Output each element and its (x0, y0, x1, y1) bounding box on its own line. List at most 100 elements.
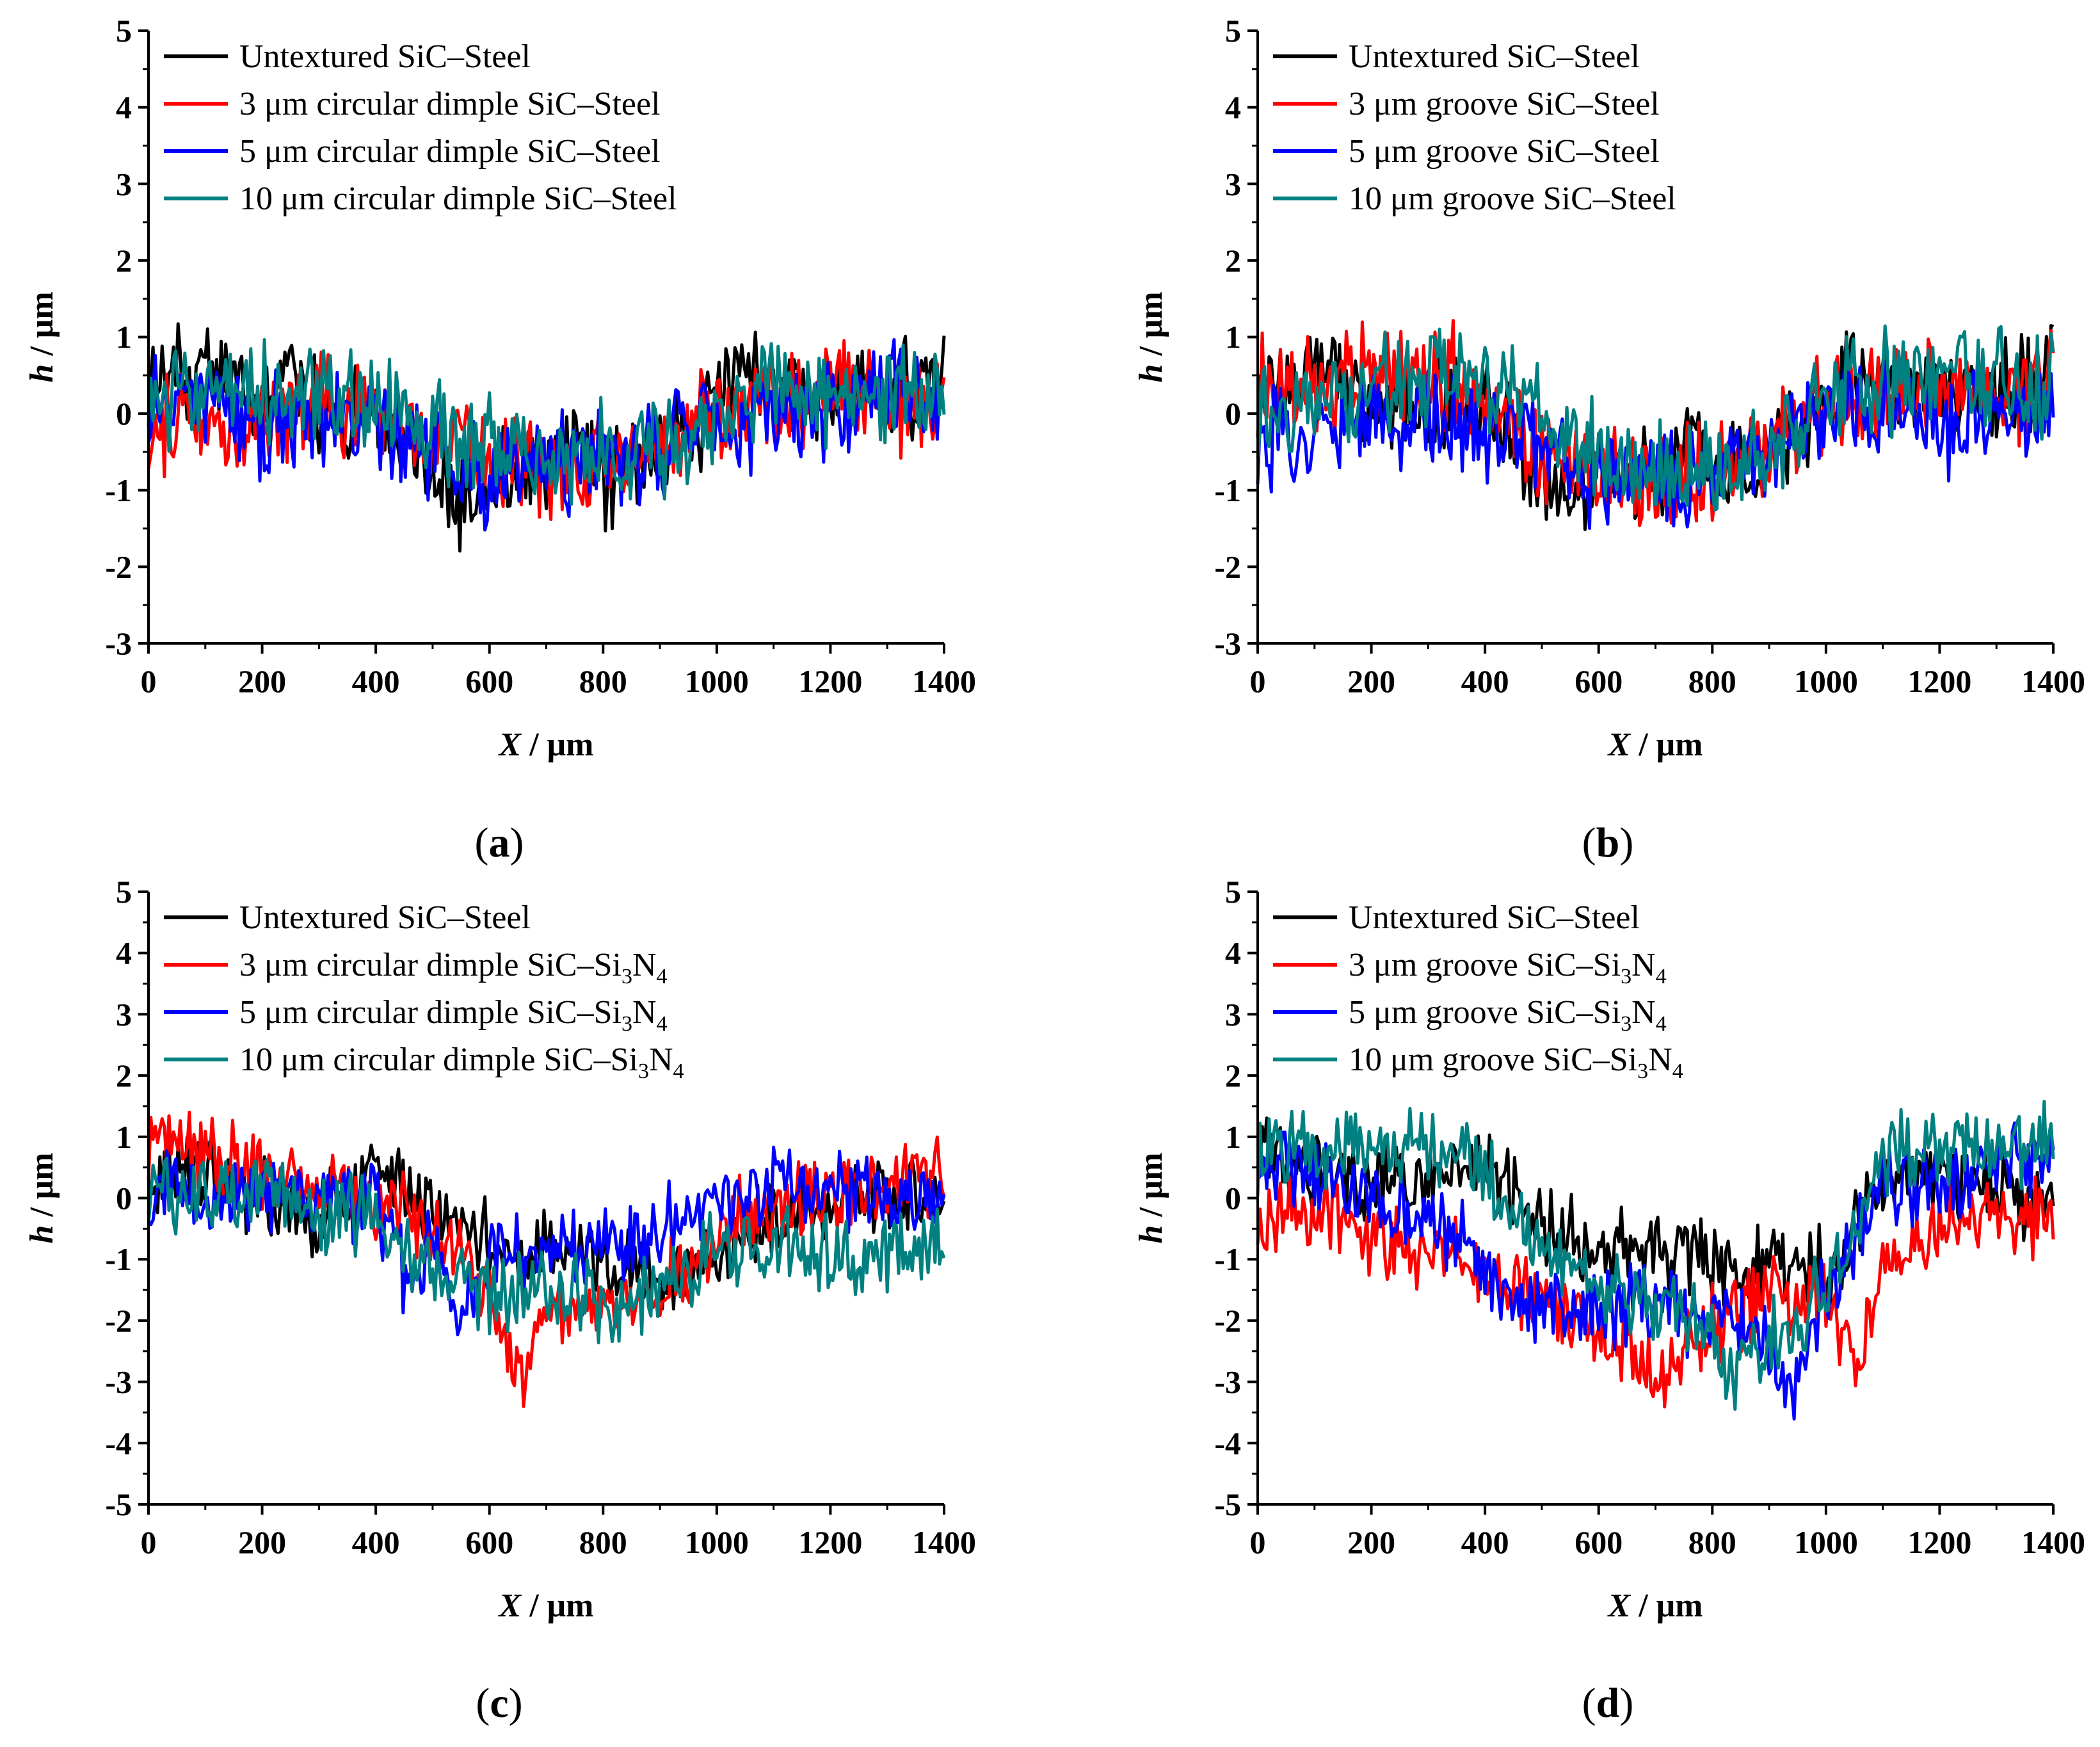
x-tick-label: 600 (1575, 1524, 1623, 1560)
legend: Untextured SiC–Steel 3 μm groove SiC–Si3N… (1273, 899, 1683, 1083)
y-tick-label: 3 (116, 166, 132, 202)
x-axis-label-var: X (498, 727, 522, 763)
y-tick-label: -1 (105, 1241, 132, 1277)
y-axis-label-unit: / μm (24, 1152, 60, 1225)
y-tick-label: -3 (1214, 625, 1241, 661)
panel-caption: (d) (1582, 1680, 1634, 1727)
legend-label-ten_um: 10 μm groove SiC–Si3N4 (1349, 1042, 1683, 1083)
series-line-three_um (1256, 1173, 2055, 1409)
x-tick-label: 200 (1347, 1524, 1395, 1560)
legend-label-untextured: Untextured SiC–Steel (239, 38, 531, 75)
x-axis-label-unit: / μm (1630, 727, 1703, 763)
x-axis-label-unit: / μm (521, 1588, 593, 1624)
legend-label-ten_um: 10 μm groove SiC–Steel (1349, 181, 1676, 217)
chart-panel-a: 0 200 400 600 800 1000 1200 1400 -3 -2 -1 0 1 2 3 4 5 X /… (24, 13, 976, 866)
legend-label-three_um: 3 μm circular dimple SiC–Steel (239, 86, 661, 122)
series-line-untextured (1256, 1116, 2055, 1307)
chart-panel-d: 0 200 400 600 800 1000 1200 1400 -5 -4 -3 -2 -1 0 1 2 3 4… (1133, 874, 2085, 1727)
x-tick-label: 0 (141, 1524, 157, 1560)
x-tick-label: 1000 (1794, 663, 1858, 699)
panel-caption: (c) (476, 1680, 522, 1727)
y-tick-label: 2 (1225, 243, 1241, 278)
y-axis-label-var: h (24, 1225, 60, 1244)
chart-panel-c: 0 200 400 600 800 1000 1200 1400 -5 -4 -3 -2 -1 0 1 2 3 4… (24, 874, 976, 1727)
x-tick-label: 0 (141, 663, 157, 699)
x-tick-label: 1400 (912, 1524, 976, 1560)
series-line-ten_um (1256, 1100, 2055, 1411)
y-tick-label: 2 (1225, 1058, 1241, 1093)
x-tick-label: 200 (238, 1524, 286, 1560)
y-tick-label: 1 (116, 319, 132, 355)
y-tick-label: -1 (1214, 472, 1241, 508)
legend-label-untextured: Untextured SiC–Steel (1349, 899, 1640, 936)
x-tick-label: 800 (1688, 663, 1736, 699)
y-tick-label: -5 (105, 1486, 132, 1522)
y-axis-label-unit: / μm (1133, 1152, 1169, 1225)
x-tick-label: 200 (1347, 663, 1395, 699)
y-tick-label: -1 (1214, 1241, 1241, 1277)
x-tick-label: 600 (1575, 663, 1623, 699)
x-tick-label: 400 (352, 1524, 400, 1560)
series-line-three_um (147, 1111, 946, 1408)
y-axis-label-var: h (1133, 364, 1169, 383)
x-tick-label: 600 (465, 663, 513, 699)
y-tick-label: 4 (116, 935, 132, 971)
x-tick-label: 1000 (685, 663, 749, 699)
legend-label-ten_um: 10 μm circular dimple SiC–Si3N4 (239, 1042, 684, 1083)
y-tick-label: 3 (116, 996, 132, 1032)
y-axis-label-unit: / μm (24, 291, 60, 364)
x-axis-label: X / μm (1607, 727, 1703, 763)
y-tick-label: 1 (1225, 1119, 1241, 1155)
y-tick-label: 0 (116, 1180, 132, 1216)
series-line-ten_um (1256, 324, 2055, 512)
x-axis-label-unit: / μm (521, 727, 593, 763)
legend: Untextured SiC–Steel 3 μm circular dimple… (164, 38, 677, 217)
y-tick-label: 5 (116, 874, 132, 910)
y-tick-label: 4 (116, 90, 132, 125)
y-tick-label: -3 (1214, 1364, 1241, 1400)
legend-label-five_um: 5 μm circular dimple SiC–Steel (239, 133, 661, 170)
legend-label-ten_um: 10 μm circular dimple SiC–Steel (239, 181, 677, 217)
y-tick-label: 4 (1225, 935, 1241, 971)
y-axis-label: h / μm (24, 1152, 60, 1243)
y-axis-label: h / μm (1133, 1152, 1169, 1243)
x-axis-label-var: X (1607, 1588, 1631, 1624)
y-tick-label: -4 (105, 1425, 132, 1461)
series-line-five_um (1256, 1121, 2055, 1421)
x-tick-label: 800 (579, 663, 627, 699)
y-tick-label: 5 (1225, 13, 1241, 49)
x-axis-label: X / μm (1607, 1588, 1703, 1624)
y-tick-label: -5 (1214, 1486, 1241, 1522)
x-tick-label: 0 (1250, 1524, 1266, 1560)
y-tick-label: 5 (1225, 874, 1241, 910)
y-tick-label: 1 (116, 1119, 132, 1155)
panel-caption: (a) (475, 819, 524, 866)
y-tick-label: 1 (1225, 319, 1241, 355)
x-tick-label: 400 (352, 663, 400, 699)
x-tick-label: 800 (579, 1524, 627, 1560)
chart-panel-b: 0 200 400 600 800 1000 1200 1400 -3 -2 -1 0 1 2 3 4 5 X /… (1133, 13, 2085, 866)
x-axis-label-var: X (498, 1588, 522, 1624)
y-tick-label: 0 (116, 396, 132, 431)
legend-label-five_um: 5 μm groove SiC–Steel (1349, 133, 1660, 170)
x-tick-label: 1000 (1794, 1524, 1858, 1560)
y-axis-label: h / μm (24, 291, 60, 382)
x-tick-label: 800 (1688, 1524, 1736, 1560)
series-line-five_um (147, 1145, 946, 1337)
x-axis-label-var: X (1607, 727, 1631, 763)
x-tick-label: 1200 (798, 663, 862, 699)
legend-label-untextured: Untextured SiC–Steel (239, 899, 531, 936)
x-axis-label-unit: / μm (1630, 1588, 1703, 1624)
panel-caption: (b) (1582, 819, 1634, 866)
y-axis-label-var: h (24, 364, 60, 383)
y-tick-label: -2 (105, 549, 132, 584)
x-tick-label: 1400 (2021, 1524, 2085, 1560)
legend-label-three_um: 3 μm circular dimple SiC–Si3N4 (239, 947, 668, 988)
series-line-ten_um (147, 338, 946, 506)
x-tick-label: 200 (238, 663, 286, 699)
y-tick-label: -1 (105, 472, 132, 508)
y-axis-label-unit: / μm (1133, 291, 1169, 364)
x-tick-label: 1200 (1907, 663, 1971, 699)
y-tick-label: 2 (116, 1058, 132, 1093)
